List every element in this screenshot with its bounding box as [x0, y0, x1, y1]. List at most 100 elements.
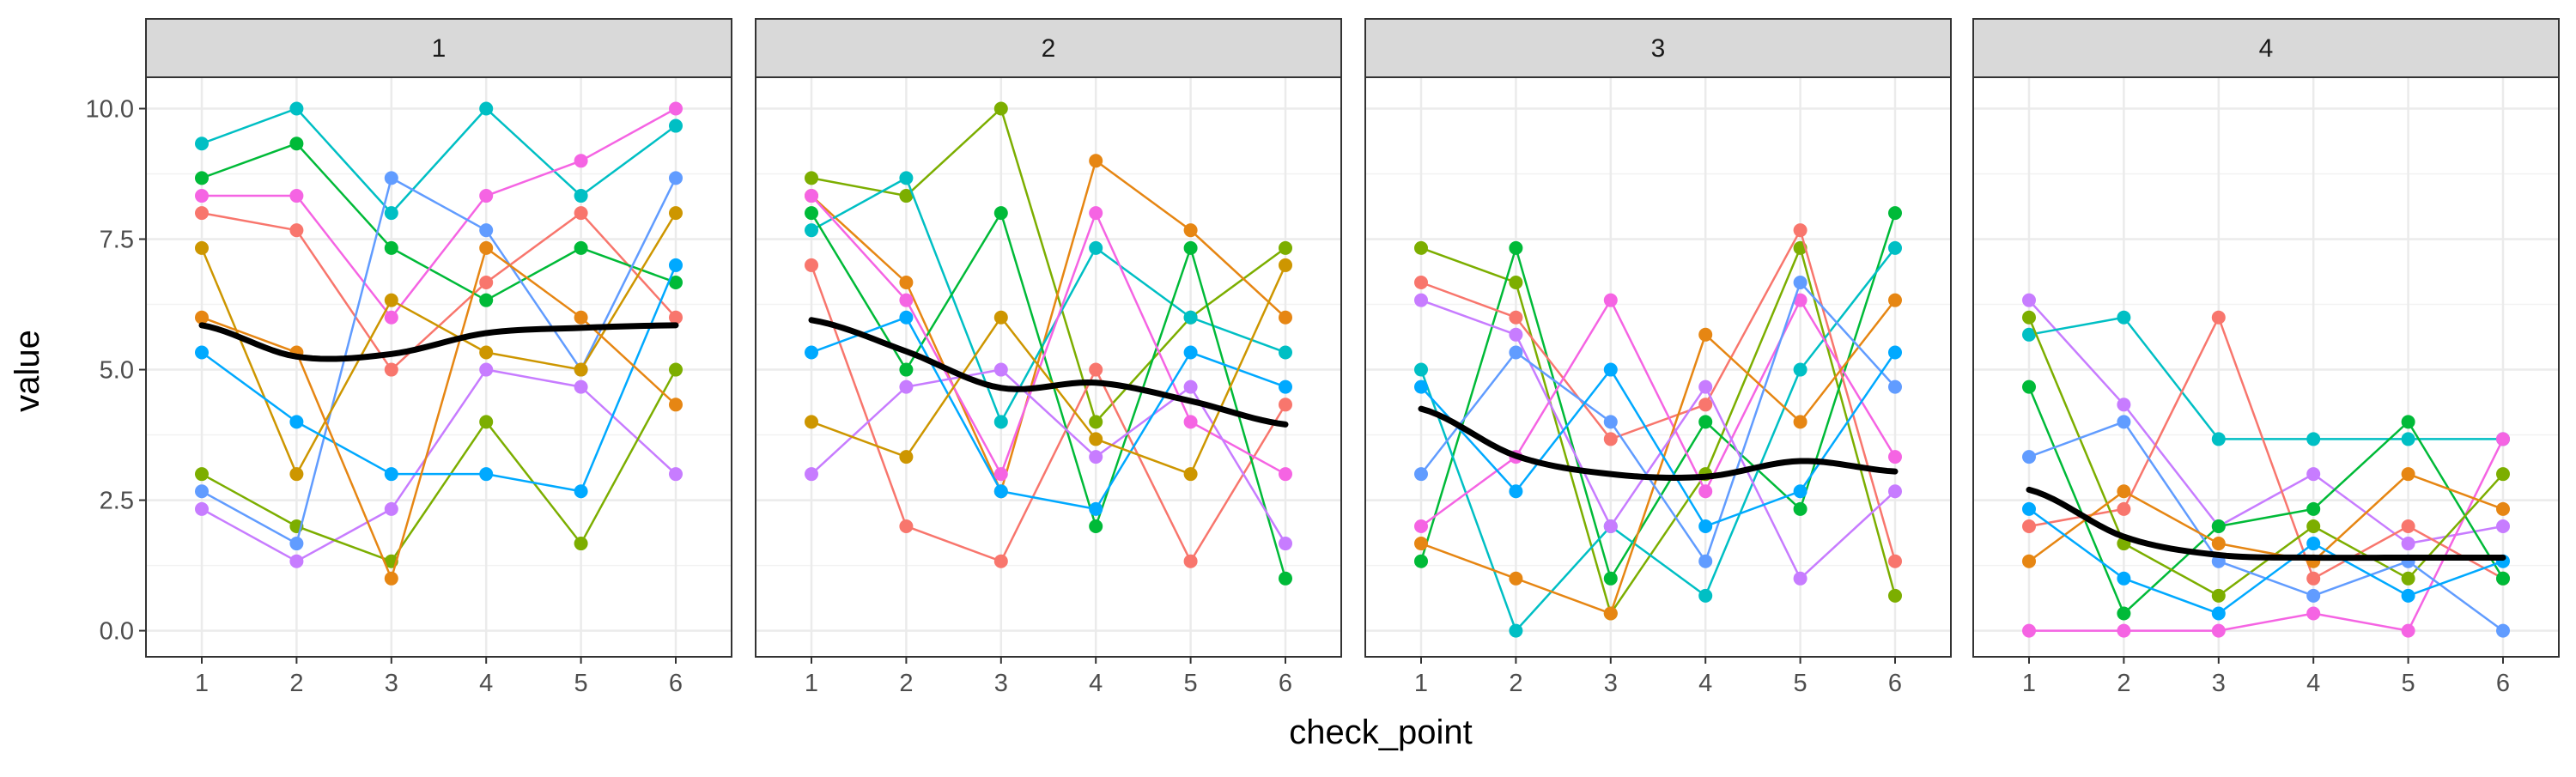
series-point — [805, 415, 818, 429]
facet-panel-3: 3 — [1364, 18, 1952, 658]
series-point — [2306, 537, 2321, 551]
facet-strip-label-2: 2 — [1042, 34, 1056, 63]
series-point — [289, 415, 304, 429]
series-point — [2211, 623, 2226, 638]
series-point — [1509, 345, 1523, 360]
series-point — [899, 293, 914, 307]
series-group-1 — [195, 101, 683, 586]
series-point — [195, 345, 209, 360]
series-point — [1183, 310, 1198, 325]
series-point — [899, 450, 914, 464]
smooth-trend-line — [1418, 405, 1899, 481]
series-point — [2022, 293, 2036, 307]
series-line — [811, 160, 1286, 493]
smooth-trend-line — [2026, 486, 2506, 562]
plot-background-3 — [1365, 77, 1951, 657]
series-point — [289, 554, 304, 568]
series-point — [1509, 310, 1523, 325]
panel-border-4 — [1972, 76, 2560, 658]
panel-border-2 — [755, 76, 1342, 658]
series-line — [201, 246, 677, 580]
series-point — [2022, 519, 2036, 533]
x-tick-label: 4 — [2306, 670, 2320, 697]
series-point — [899, 275, 914, 289]
series-point — [2022, 623, 2036, 638]
facet-panel-2: 2 — [755, 18, 1342, 658]
series-point — [574, 537, 588, 551]
series-point — [195, 467, 209, 482]
series-line — [811, 316, 1286, 511]
series-point — [2022, 379, 2036, 394]
series-point — [195, 189, 209, 203]
series-point — [993, 484, 1008, 499]
series-point — [2401, 537, 2415, 551]
series-point — [1414, 293, 1428, 307]
series-point — [993, 206, 1008, 221]
series-point — [384, 293, 398, 307]
x-tick-label: 1 — [2022, 670, 2036, 697]
series-point — [2117, 606, 2131, 621]
series-point — [1603, 293, 1618, 307]
series-point — [1414, 240, 1428, 255]
series-point — [669, 398, 683, 412]
series-point — [384, 501, 398, 516]
series-point — [1793, 275, 1807, 289]
series-point — [1698, 398, 1713, 412]
series-point — [2401, 415, 2415, 429]
x-tick-label: 1 — [805, 670, 818, 697]
series-point — [899, 362, 914, 377]
series-point — [2306, 588, 2321, 603]
series-point — [574, 189, 588, 203]
series-point — [805, 345, 818, 360]
series-point — [1089, 432, 1103, 446]
series-point — [1793, 415, 1807, 429]
panel-border-1 — [145, 76, 732, 658]
series-point — [1793, 501, 1807, 516]
series-point — [1793, 362, 1807, 377]
series-point — [1888, 379, 1902, 394]
series-line — [811, 195, 1286, 476]
series-point — [669, 258, 683, 272]
series-point — [384, 310, 398, 325]
series-group-4 — [2022, 293, 2510, 638]
series-point — [1279, 379, 1292, 394]
series-point — [2496, 467, 2510, 482]
series-point — [1888, 240, 1902, 255]
series-point — [195, 240, 209, 255]
x-axis-title: check_point — [1289, 713, 1472, 751]
series-line — [811, 177, 1286, 423]
series-point — [384, 240, 398, 255]
series-point — [1509, 275, 1523, 289]
series-point — [1603, 362, 1618, 377]
series-point — [574, 310, 588, 325]
series-point — [669, 275, 683, 289]
series-point — [1089, 206, 1103, 221]
x-tick-label: 4 — [1089, 670, 1103, 697]
series-point — [1603, 432, 1618, 446]
series-point — [1279, 258, 1292, 272]
x-tick-label: 5 — [1794, 670, 1807, 697]
smooth-trend-line — [808, 317, 1289, 428]
series-point — [1509, 484, 1523, 499]
series-point — [2211, 606, 2226, 621]
y-tick-label: 2.5 — [100, 488, 134, 515]
series-point — [1089, 519, 1103, 533]
series-point — [1509, 571, 1523, 586]
series-point — [2306, 571, 2321, 586]
series-point — [479, 223, 494, 238]
x-tick-label: 5 — [1184, 670, 1198, 697]
series-point — [2211, 310, 2226, 325]
series-point — [1793, 223, 1807, 238]
series-point — [2117, 484, 2131, 499]
x-tick-label: 5 — [574, 670, 588, 697]
series-point — [1888, 345, 1902, 360]
series-point — [1888, 293, 1902, 307]
y-tick-label: 7.5 — [100, 227, 134, 254]
series-point — [384, 467, 398, 482]
series-point — [384, 171, 398, 185]
x-tick-label: 2 — [289, 670, 303, 697]
series-point — [805, 189, 818, 203]
series-point — [1414, 275, 1428, 289]
series-point — [479, 415, 494, 429]
series-point — [2117, 398, 2131, 412]
